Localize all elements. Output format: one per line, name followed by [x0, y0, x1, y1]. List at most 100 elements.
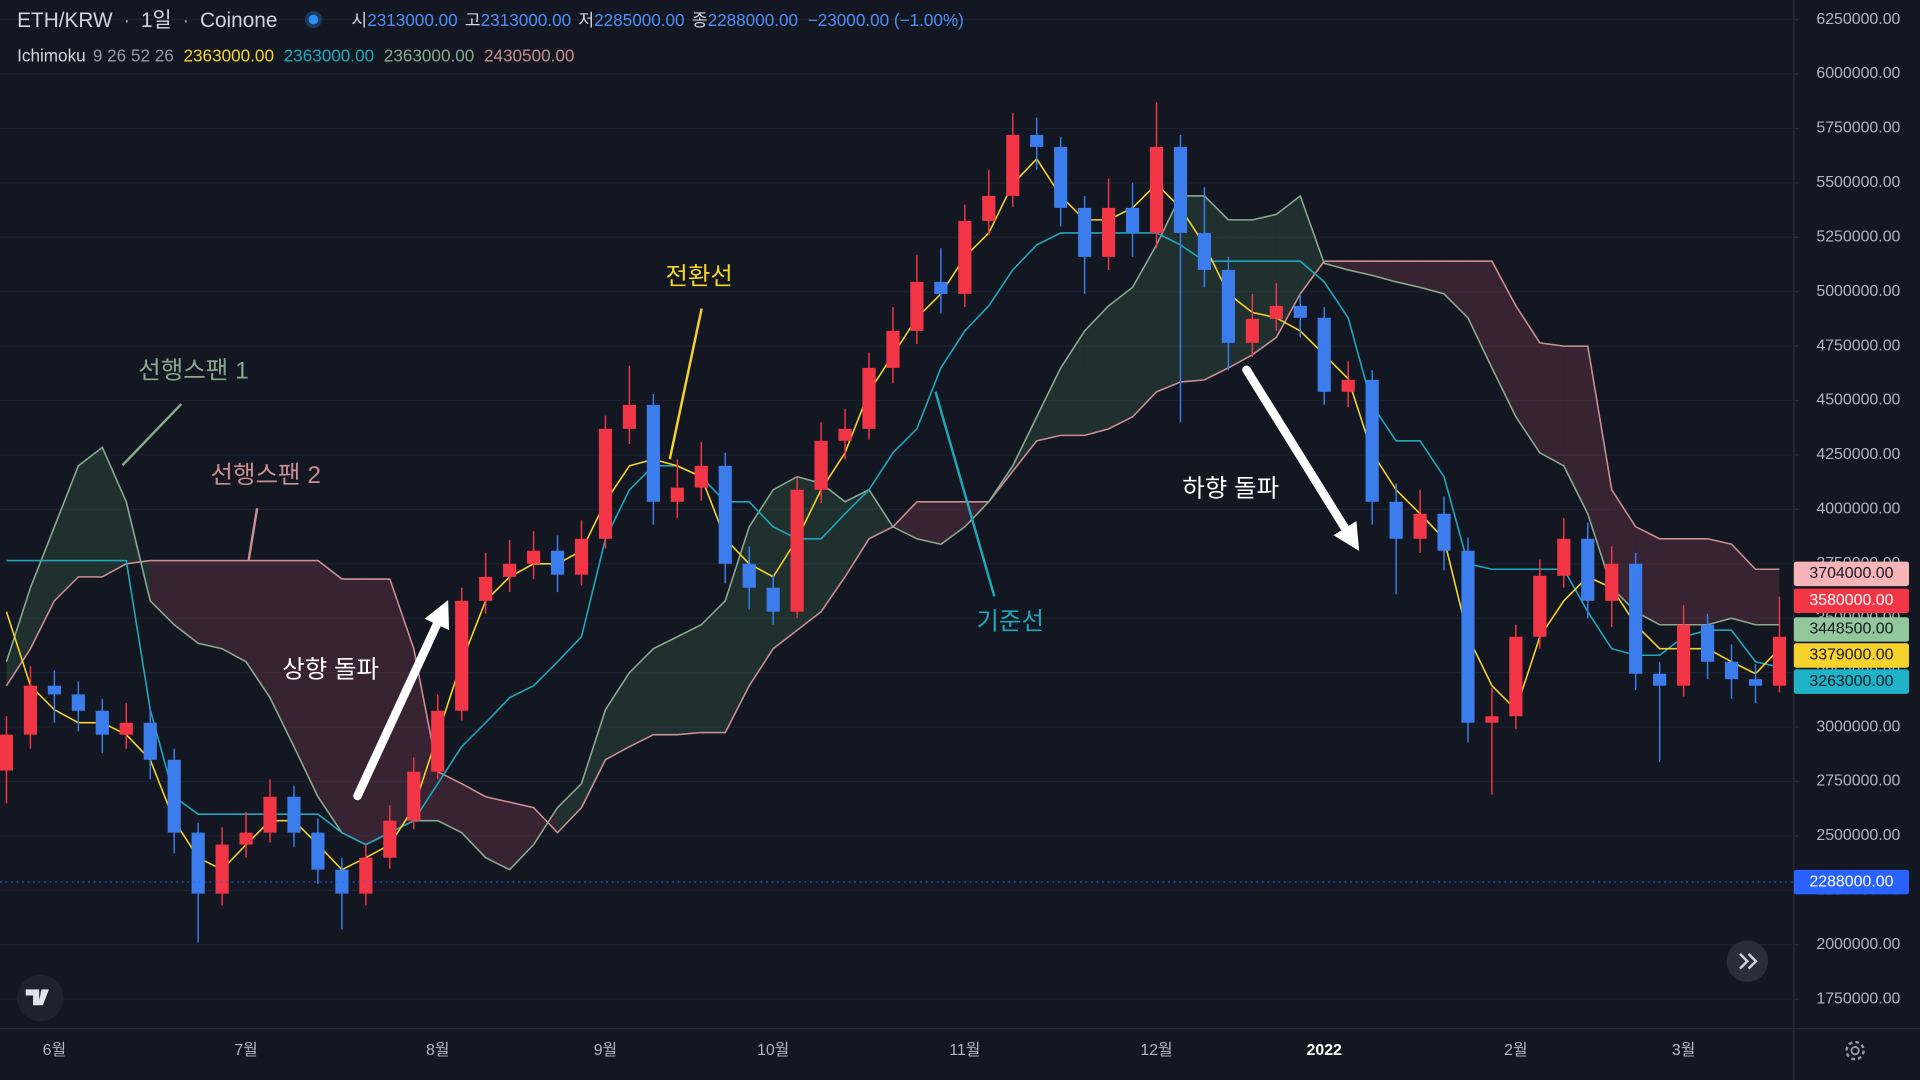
- close-label: 종: [692, 9, 708, 29]
- cloud-fill: [1420, 261, 1445, 294]
- separator: ·: [123, 8, 130, 31]
- candle-body: [1078, 207, 1092, 257]
- x-tick-label: 2월: [1504, 1041, 1527, 1059]
- candle-body: [1724, 661, 1739, 680]
- low-value: 2285000.00: [594, 9, 684, 29]
- open-value: 2313000.00: [367, 9, 457, 29]
- y-tick-label: 5500000.00: [1816, 174, 1900, 191]
- series-label: 선행스팬 2: [210, 461, 320, 489]
- candle-body: [47, 685, 61, 695]
- series-label: 기준선: [976, 608, 1044, 636]
- arrow-shaft: [353, 620, 442, 801]
- y-tick-label: 2750000.00: [1816, 773, 1900, 790]
- candle-body: [934, 281, 948, 294]
- scroll-button[interactable]: [1726, 940, 1769, 983]
- candle-body: [455, 600, 469, 711]
- candle-body: [1102, 207, 1116, 257]
- y-tick-label: 3000000.00: [1816, 718, 1900, 735]
- candle-body: [958, 220, 972, 294]
- cloud-fill: [1084, 305, 1109, 436]
- y-tick-label: 6250000.00: [1816, 11, 1900, 28]
- candle-body: [1700, 624, 1715, 662]
- ohlc-line: 시2313000.00 고2313000.00 저2285000.00 종228…: [351, 9, 963, 29]
- overlay: 1750000.002000000.002250000.002500000.00…: [0, 11, 1909, 1059]
- candle-body: [311, 832, 325, 870]
- candle-body: [191, 832, 205, 894]
- price-tag: [1793, 588, 1909, 614]
- indicator-value: 2363000.00: [184, 45, 274, 65]
- cloud-fill: [677, 624, 702, 735]
- cloud-fill: [54, 465, 79, 601]
- candle-body: [143, 722, 157, 760]
- settings-gear[interactable]: [1845, 1040, 1865, 1061]
- candle-body: [407, 771, 421, 821]
- candle-body: [1341, 379, 1355, 392]
- y-tick-label: 4750000.00: [1816, 337, 1900, 354]
- cloud-fill: [1659, 538, 1684, 625]
- y-tick-label: 2000000.00: [1816, 936, 1900, 953]
- cloud-fill: [1108, 287, 1133, 429]
- x-tick-label: 6월: [43, 1041, 66, 1059]
- callout-line: [121, 403, 183, 467]
- candle-body: [1581, 538, 1595, 601]
- cloud-fill: [1563, 346, 1588, 514]
- indicator-name: Ichimoku: [17, 45, 86, 65]
- y-tick-label: 4250000.00: [1816, 446, 1900, 463]
- cloud-fill: [1276, 195, 1301, 338]
- y-tick-label: 4500000.00: [1816, 392, 1900, 409]
- indicator-value: 2363000.00: [284, 45, 374, 65]
- x-tick-label: 7월: [234, 1041, 257, 1059]
- candle-body: [766, 587, 780, 612]
- candle-body: [383, 820, 397, 858]
- separator: ·: [182, 8, 189, 31]
- cloud-fill: [222, 560, 247, 662]
- cloud-fill: [821, 483, 846, 612]
- candle-body: [1149, 146, 1164, 233]
- candle-body: [1485, 716, 1499, 723]
- change-value: −23000.00 (−1.00%): [808, 9, 964, 29]
- candle-body: [718, 465, 732, 564]
- cloud-fill: [461, 783, 486, 858]
- cloud-fill: [1731, 544, 1756, 625]
- price-tag: [1793, 617, 1909, 642]
- candle-body: [1269, 305, 1283, 319]
- cloud-fill: [246, 560, 271, 698]
- logo[interactable]: [17, 974, 64, 1022]
- cloud-fill: [1587, 346, 1612, 588]
- candle-body: [1533, 575, 1547, 637]
- cloud-fill: [869, 489, 893, 539]
- candle-body: [1509, 636, 1523, 717]
- candle-body: [790, 489, 804, 612]
- cloud-fill: [1036, 367, 1061, 441]
- x-tick-label: 3월: [1672, 1041, 1695, 1059]
- candle-body: [0, 734, 14, 771]
- candle-body: [982, 195, 996, 221]
- cloud-fill: [653, 636, 678, 735]
- price-tag-label: 3263000.00: [1809, 673, 1893, 690]
- candle-body: [215, 844, 229, 894]
- candle-body: [71, 694, 85, 711]
- candle-body: [1293, 305, 1307, 318]
- cloud-fill: [341, 579, 366, 845]
- candle-body: [1006, 134, 1020, 196]
- cloud-fill: [150, 560, 175, 625]
- candle-body: [1629, 563, 1643, 674]
- candle-body: [1365, 379, 1379, 502]
- series-label: 선행스팬 1: [138, 357, 248, 385]
- x-tick-label: 11월: [949, 1041, 980, 1059]
- scroll-icon: [1739, 953, 1758, 970]
- cloud-fill: [1444, 261, 1468, 318]
- settings-button[interactable]: [1845, 1040, 1865, 1061]
- candle-body: [359, 857, 373, 894]
- cloud-fill: [845, 489, 869, 577]
- candle-body: [1557, 538, 1571, 576]
- x-tick-label: 8월: [426, 1041, 449, 1059]
- candle-body: [1461, 550, 1475, 723]
- last-price-tag: [1793, 869, 1909, 895]
- candle-body: [1605, 563, 1619, 601]
- cloud-fill: [485, 796, 510, 870]
- price-tag-label: 3379000.00: [1809, 647, 1893, 664]
- candle-body: [598, 428, 613, 539]
